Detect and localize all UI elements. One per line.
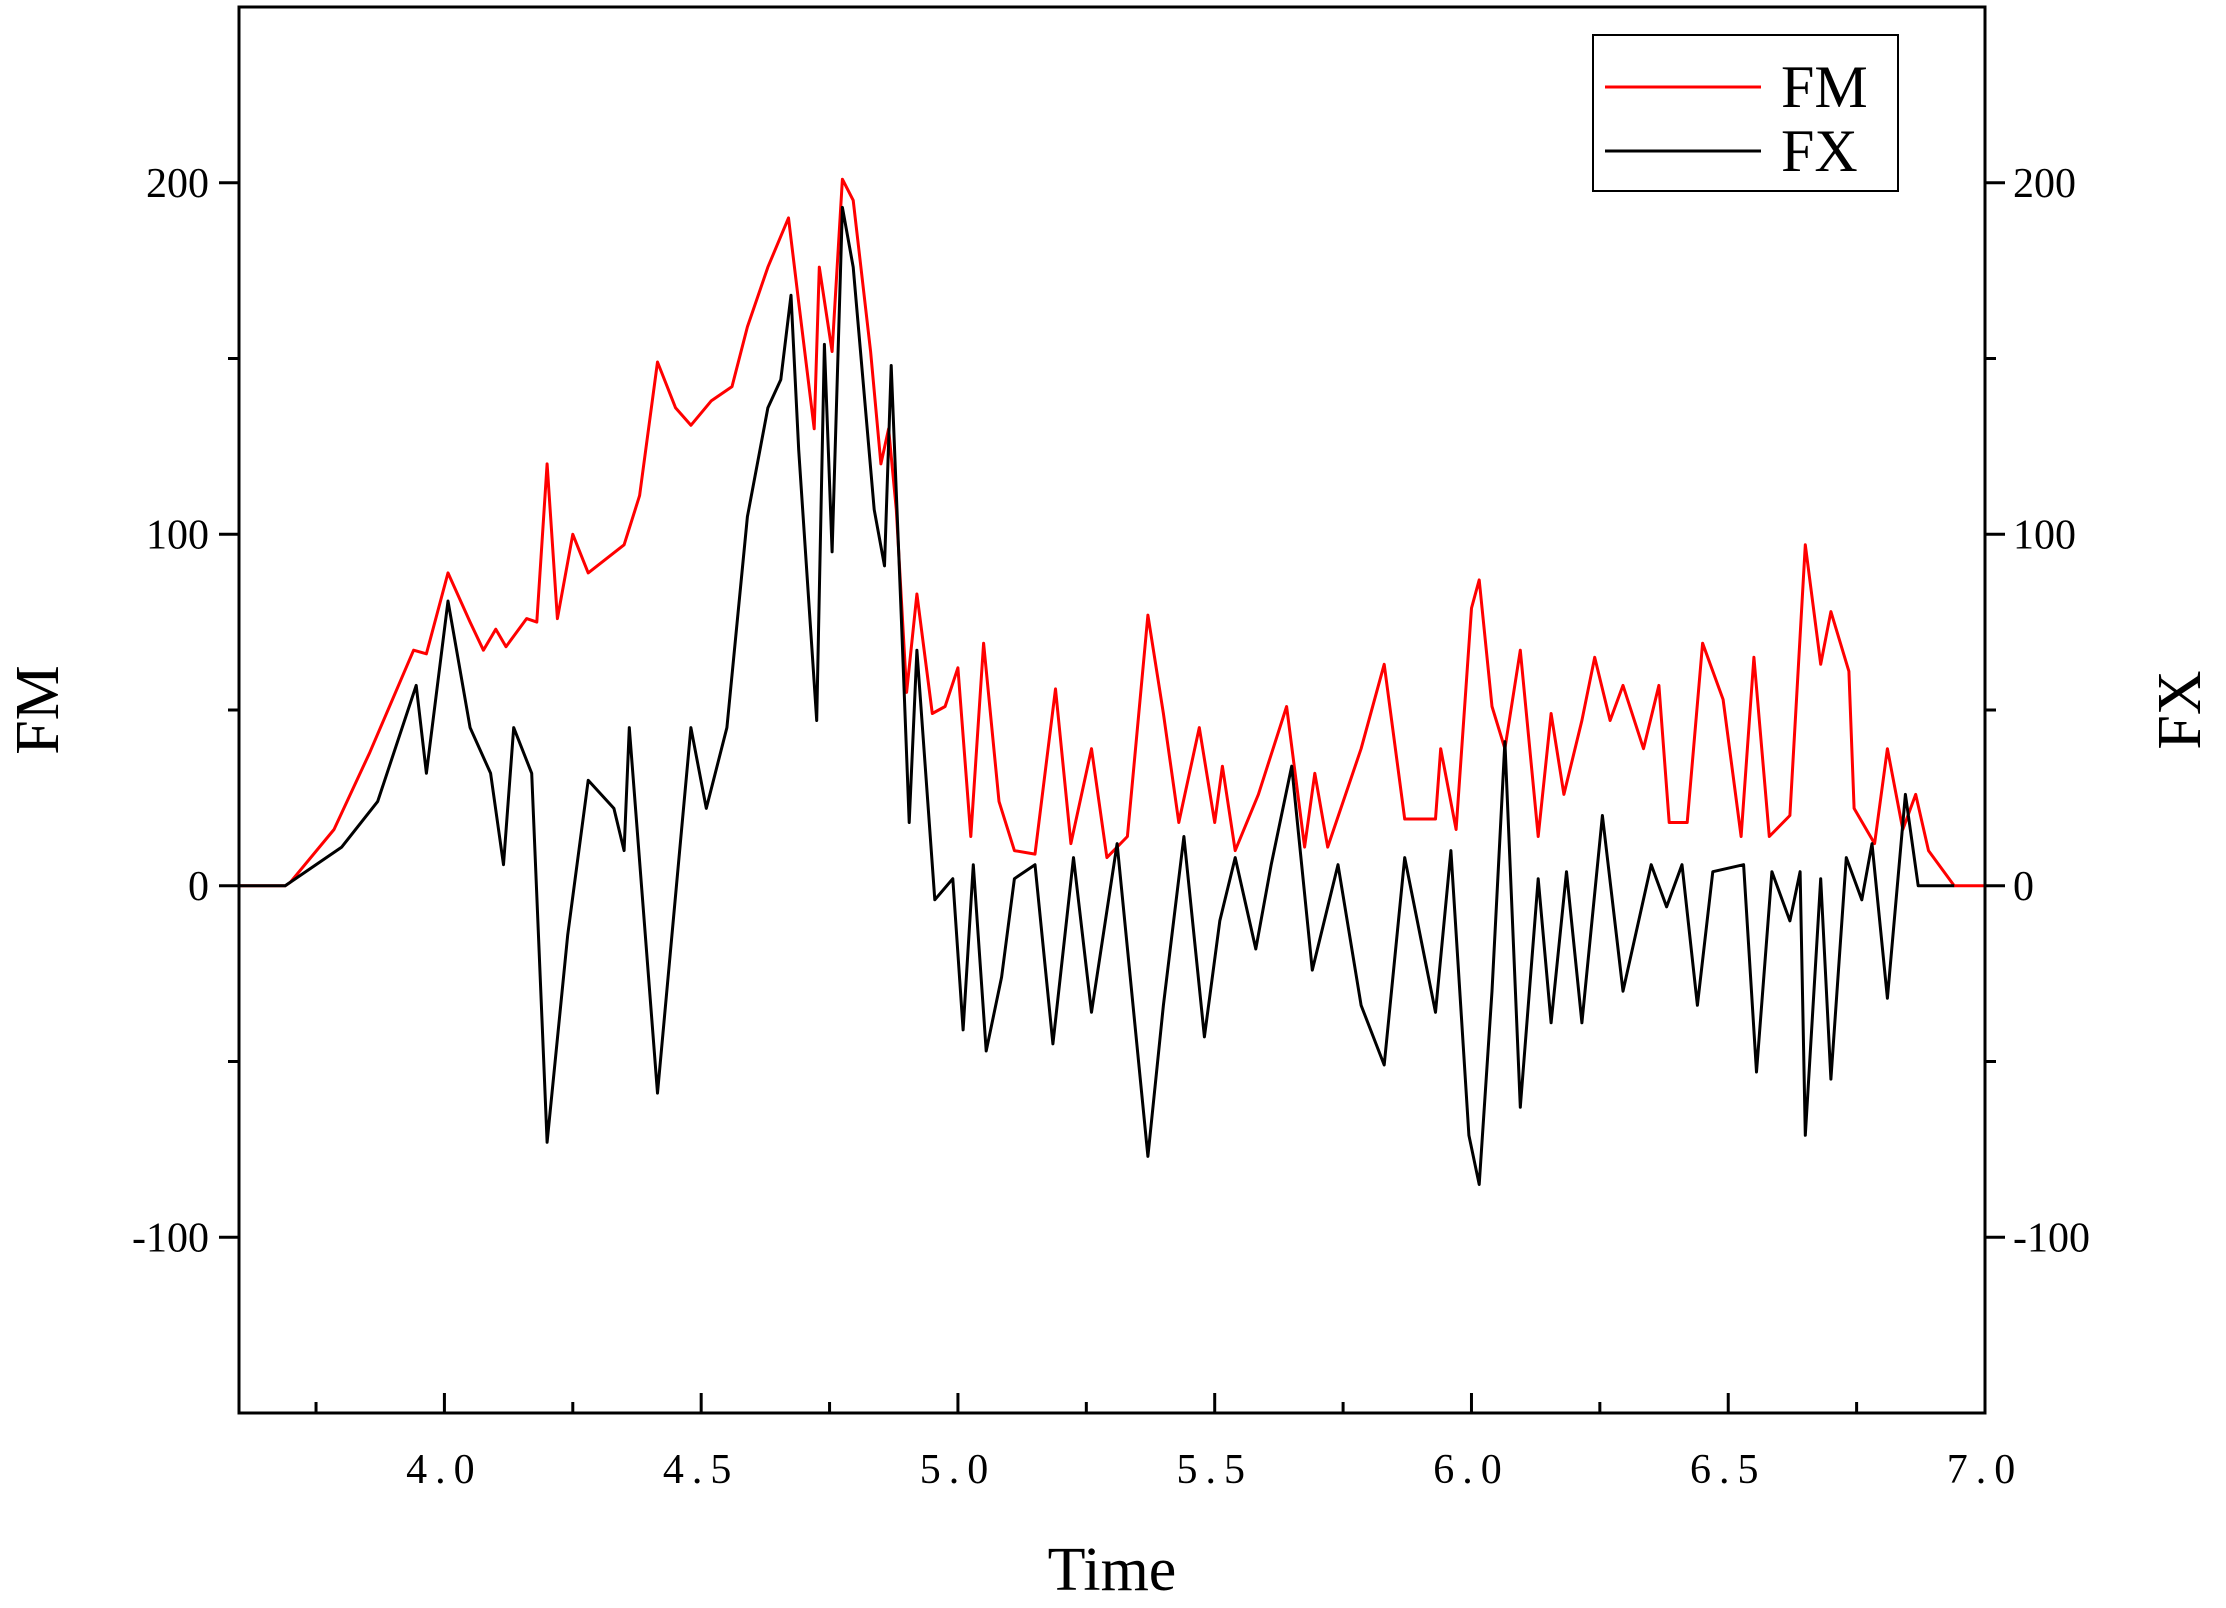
x-tick-label: 4.5 bbox=[663, 1447, 740, 1493]
series-line bbox=[239, 177, 1985, 888]
x-tick-label: 5.5 bbox=[1176, 1447, 1253, 1493]
legend-box bbox=[1592, 34, 1899, 192]
y2-tick-label: -100 bbox=[2013, 1215, 2090, 1261]
x-tick-label: 6.0 bbox=[1433, 1447, 1510, 1493]
y-axis-label: FM bbox=[4, 665, 72, 755]
x-tick-label: 7.0 bbox=[1947, 1447, 2024, 1493]
y2-tick-label: 200 bbox=[2013, 161, 2076, 207]
y2-axis-label: FX bbox=[2146, 670, 2214, 749]
x-tick-label: 6.5 bbox=[1690, 1447, 1767, 1493]
y2-tick-label: 100 bbox=[2013, 512, 2076, 558]
y-tick-label: -100 bbox=[132, 1215, 209, 1261]
y2-tick-label: 0 bbox=[2013, 864, 2034, 910]
y-tick-label: 0 bbox=[188, 864, 209, 910]
legend-label: FM bbox=[1781, 54, 1868, 120]
x-tick-label: 4.0 bbox=[406, 1447, 483, 1493]
plot-frame bbox=[237, 5, 1987, 1415]
y-tick-label: 100 bbox=[146, 512, 209, 558]
x-tick-label: 5.0 bbox=[920, 1447, 997, 1493]
y-tick-label: 200 bbox=[146, 161, 209, 207]
x-axis-label: Time bbox=[1048, 1536, 1177, 1604]
series-line bbox=[239, 205, 1955, 1186]
legend-label: FX bbox=[1781, 118, 1858, 184]
